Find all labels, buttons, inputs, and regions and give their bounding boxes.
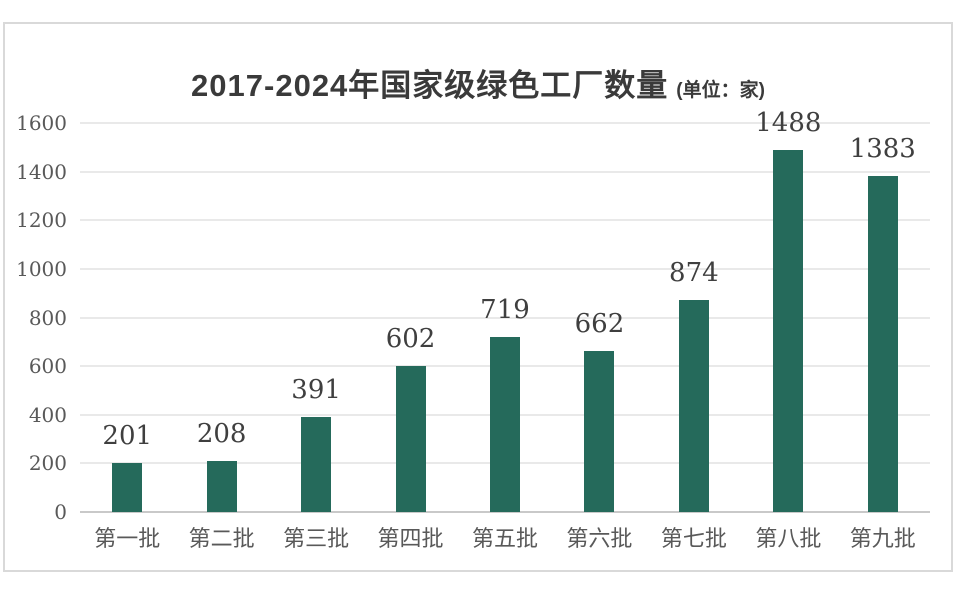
y-tick-label: 1400 [16, 159, 67, 184]
x-tick-label: 第六批 [566, 526, 633, 551]
gridline [80, 219, 930, 222]
bar-value-label: 719 [480, 295, 530, 326]
bar [678, 299, 709, 512]
bar [490, 337, 520, 512]
y-tick-label: 400 [28, 402, 67, 427]
chart-title-text: 2017-2024年国家级绿色工厂数量 [191, 68, 669, 103]
x-tick-label: 第九批 [849, 526, 916, 551]
gridline [80, 170, 930, 173]
x-tick-label: 第一批 [94, 526, 161, 551]
chart-unit-label: (单位：家) [676, 80, 765, 101]
bar-value-label: 201 [102, 421, 153, 452]
bar [584, 351, 615, 512]
bar-value-label: 602 [385, 323, 436, 354]
gridline [80, 316, 930, 319]
bar-value-label: 662 [574, 309, 625, 340]
plot-area: 0 200 400 600 800 1000 1200 1400 1600 201 第一批 208 第二… [16, 108, 930, 551]
x-tick-label: 第七批 [660, 526, 727, 551]
y-tick-label: 1000 [16, 256, 67, 281]
y-tick-label: 600 [28, 354, 67, 379]
x-axis-line [80, 511, 930, 513]
bar-value-label: 874 [669, 257, 719, 288]
chart-frame: 2017-2024年国家级绿色工厂数量 (单位：家) 0 200 400 600 800 1… [3, 22, 953, 572]
bar-value-label: 1383 [849, 133, 916, 164]
y-tick-label: 0 [54, 500, 67, 524]
y-tick-label: 800 [28, 305, 67, 330]
bar-value-label: 1488 [755, 108, 822, 139]
bar [773, 150, 804, 512]
bar [206, 461, 237, 512]
bar [867, 175, 898, 512]
x-tick-label: 第八批 [755, 526, 822, 551]
x-tick-label: 第二批 [188, 526, 255, 551]
chart-title: 2017-2024年国家级绿色工厂数量 (单位：家) [5, 60, 951, 105]
x-tick-label: 第三批 [283, 526, 350, 551]
y-tick-label: 200 [28, 451, 67, 476]
bar [301, 416, 332, 512]
bar-value-label: 208 [196, 419, 247, 450]
y-tick-label: 1600 [16, 111, 67, 135]
bar [112, 463, 143, 512]
bar-value-label: 391 [291, 374, 341, 405]
x-tick-label: 第五批 [471, 526, 538, 551]
gridline [80, 267, 930, 270]
gridline [80, 122, 930, 124]
x-tick-label: 第四批 [377, 526, 444, 551]
bar [395, 365, 426, 512]
y-tick-label: 1200 [16, 208, 67, 233]
